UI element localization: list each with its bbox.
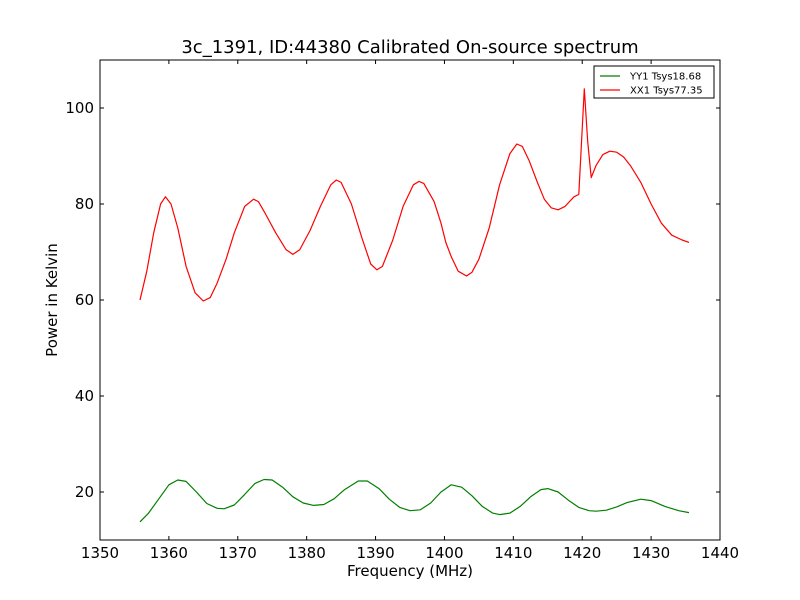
series-line-1 bbox=[139, 88, 690, 302]
x-tick-label: 1370 bbox=[219, 544, 257, 562]
y-axis-label: Power in Kelvin bbox=[43, 243, 61, 357]
x-tick-label: 1390 bbox=[356, 544, 394, 562]
y-tick-label: 100 bbox=[65, 99, 94, 117]
x-tick-label: 1360 bbox=[150, 544, 188, 562]
x-tick-label: 1400 bbox=[425, 544, 463, 562]
axis-ticks: 1350 1360 1370 1380 1390 1400 1410 1420 1430 1440… bbox=[65, 60, 739, 562]
x-tick-label: 1420 bbox=[563, 544, 601, 562]
x-tick-label: 1350 bbox=[81, 544, 119, 562]
chart-title: 3c_1391, ID:44380 Calibrated On-source s… bbox=[181, 37, 638, 58]
series-line-0 bbox=[139, 478, 690, 523]
legend: YY1 Tsys18.68 XX1 Tsys77.35 bbox=[593, 65, 715, 99]
x-tick-label: 1430 bbox=[632, 544, 670, 562]
legend-label-0: YY1 Tsys18.68 bbox=[629, 72, 701, 83]
x-tick-label: 1410 bbox=[494, 544, 532, 562]
legend-label-1: XX1 Tsys77.35 bbox=[630, 86, 703, 97]
plot-frame bbox=[99, 59, 721, 541]
plot-lines bbox=[139, 88, 690, 523]
y-tick-label: 60 bbox=[75, 291, 94, 309]
legend-box bbox=[593, 65, 715, 99]
y-tick-label: 20 bbox=[75, 483, 94, 501]
x-tick-label: 1440 bbox=[701, 544, 739, 562]
x-tick-label: 1380 bbox=[288, 544, 326, 562]
y-tick-label: 80 bbox=[75, 195, 94, 213]
y-tick-label: 40 bbox=[75, 387, 94, 405]
x-axis-label: Frequency (MHz) bbox=[347, 562, 473, 580]
